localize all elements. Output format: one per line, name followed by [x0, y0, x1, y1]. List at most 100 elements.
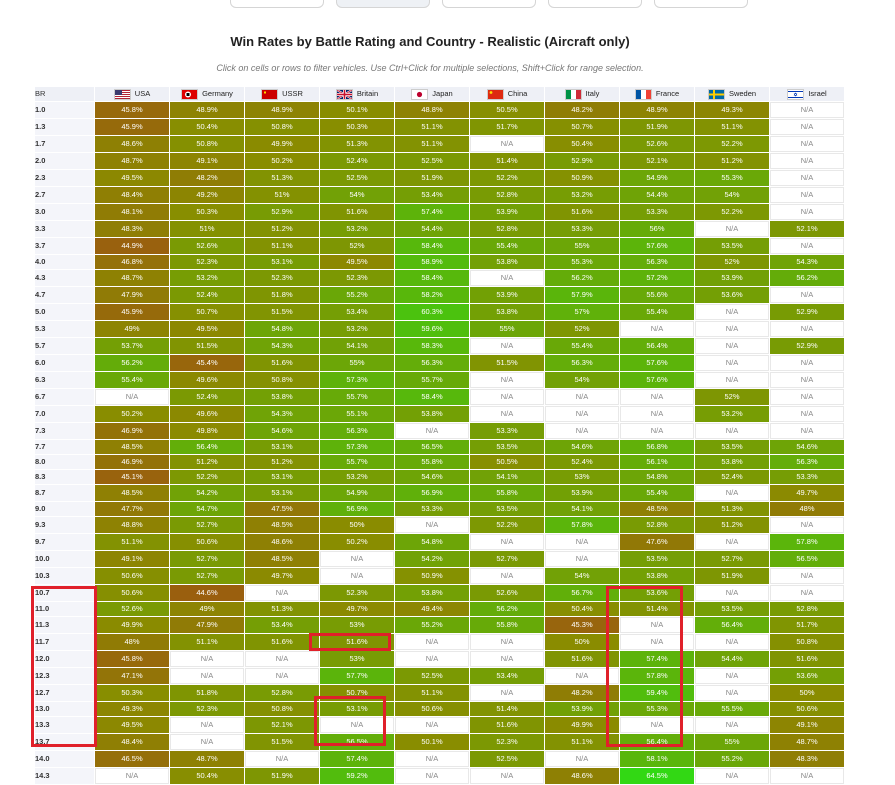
view-tab-4[interactable]: [548, 0, 642, 8]
win-rate-cell[interactable]: 48.5%: [95, 485, 169, 501]
win-rate-cell[interactable]: 52.9%: [545, 153, 619, 169]
win-rate-cell[interactable]: 50.8%: [245, 702, 319, 716]
table-row[interactable]: 14.3 N/A 50.4% 51.9% 59.2% N/A N/A 48.6% 64.5% N/…: [35, 768, 844, 784]
win-rate-cell[interactable]: 54%: [320, 187, 394, 203]
win-rate-cell[interactable]: 52.3%: [170, 702, 244, 716]
win-rate-cell[interactable]: 48.5%: [620, 502, 694, 516]
win-rate-cell[interactable]: 52.7%: [170, 517, 244, 533]
win-rate-cell[interactable]: 53.5%: [620, 551, 694, 567]
win-rate-cell[interactable]: 51.2%: [170, 455, 244, 469]
win-rate-cell[interactable]: 49.4%: [395, 602, 469, 616]
win-rate-cell[interactable]: 53.2%: [170, 270, 244, 286]
win-rate-cell[interactable]: 53.2%: [695, 406, 769, 422]
win-rate-cell[interactable]: 51.6%: [545, 651, 619, 667]
win-rate-cell[interactable]: 49.9%: [95, 617, 169, 633]
table-row[interactable]: 1.0 45.8% 48.9% 48.9% 50.1% 48.8% 50.5% 48.2% 48…: [35, 102, 844, 118]
win-rate-cell[interactable]: 57.4%: [320, 751, 394, 767]
table-row[interactable]: 6.0 56.2% 45.4% 51.6% 55% 56.3% 51.5% 56.3% 57.6…: [35, 355, 844, 371]
win-rate-cell[interactable]: 51.9%: [395, 170, 469, 186]
win-rate-cell[interactable]: 53.5%: [470, 440, 544, 454]
win-rate-cell[interactable]: 48.7%: [95, 270, 169, 286]
win-rate-cell[interactable]: 48.2%: [170, 170, 244, 186]
win-rate-cell[interactable]: 50.7%: [545, 119, 619, 135]
win-rate-cell[interactable]: 49.7%: [245, 568, 319, 584]
win-rate-cell[interactable]: N/A: [170, 651, 244, 667]
win-rate-cell[interactable]: 56.3%: [545, 355, 619, 371]
win-rate-cell[interactable]: N/A: [770, 204, 844, 220]
win-rate-cell[interactable]: 50.3%: [170, 204, 244, 220]
win-rate-cell[interactable]: 52.5%: [395, 668, 469, 684]
win-rate-cell[interactable]: 52.3%: [320, 585, 394, 601]
win-rate-cell[interactable]: N/A: [695, 717, 769, 733]
win-rate-cell[interactable]: 56.2%: [95, 355, 169, 371]
br-cell[interactable]: 1.7: [35, 136, 94, 152]
win-rate-cell[interactable]: 50.2%: [245, 153, 319, 169]
win-rate-cell[interactable]: 53.6%: [770, 668, 844, 684]
br-cell[interactable]: 2.7: [35, 187, 94, 203]
br-cell[interactable]: 5.3: [35, 321, 94, 337]
br-cell[interactable]: 7.0: [35, 406, 94, 422]
br-cell[interactable]: 9.3: [35, 517, 94, 533]
win-rate-cell[interactable]: 52.2%: [695, 136, 769, 152]
win-rate-cell[interactable]: 53.3%: [770, 470, 844, 484]
win-rate-cell[interactable]: 52%: [545, 321, 619, 337]
win-rate-cell[interactable]: N/A: [395, 651, 469, 667]
br-cell[interactable]: 12.7: [35, 685, 94, 701]
win-rate-cell[interactable]: 52.8%: [620, 517, 694, 533]
win-rate-cell[interactable]: 54.3%: [245, 338, 319, 354]
win-rate-cell[interactable]: 56.8%: [620, 440, 694, 454]
win-rate-cell[interactable]: 57.3%: [320, 372, 394, 388]
win-rate-cell[interactable]: 49.1%: [95, 551, 169, 567]
win-rate-cell[interactable]: 52.3%: [245, 270, 319, 286]
column-header-sweden[interactable]: Sweden: [695, 87, 769, 101]
win-rate-cell[interactable]: 47.9%: [170, 617, 244, 633]
view-tab-3[interactable]: [442, 0, 536, 8]
table-row[interactable]: 14.0 46.5% 48.7% N/A 57.4% N/A 52.5% N/A 58.1% 55…: [35, 751, 844, 767]
br-cell[interactable]: 9.0: [35, 502, 94, 516]
win-rate-cell[interactable]: 53.4%: [320, 304, 394, 320]
win-rate-cell[interactable]: 54.8%: [245, 321, 319, 337]
win-rate-cell[interactable]: 53%: [320, 651, 394, 667]
win-rate-cell[interactable]: 53.4%: [245, 617, 319, 633]
win-rate-cell[interactable]: 53.2%: [320, 221, 394, 237]
br-cell[interactable]: 2.0: [35, 153, 94, 169]
win-rate-cell[interactable]: 48.5%: [95, 440, 169, 454]
win-rate-cell[interactable]: 53.6%: [620, 585, 694, 601]
win-rate-cell[interactable]: 55.4%: [470, 238, 544, 254]
win-rate-cell[interactable]: 55.8%: [395, 455, 469, 469]
win-rate-cell[interactable]: N/A: [545, 751, 619, 767]
win-rate-cell[interactable]: 49.3%: [695, 102, 769, 118]
br-cell[interactable]: 7.7: [35, 440, 94, 454]
win-rate-cell[interactable]: N/A: [620, 617, 694, 633]
win-rate-cell[interactable]: 51.9%: [620, 119, 694, 135]
win-rate-cell[interactable]: N/A: [770, 187, 844, 203]
win-rate-cell[interactable]: 52.1%: [770, 221, 844, 237]
win-rate-cell[interactable]: 64.5%: [620, 768, 694, 784]
win-rate-cell[interactable]: 51.3%: [245, 170, 319, 186]
win-rate-cell[interactable]: N/A: [545, 668, 619, 684]
win-rate-cell[interactable]: 57.4%: [620, 651, 694, 667]
win-rate-cell[interactable]: N/A: [695, 423, 769, 439]
win-rate-cell[interactable]: 52.2%: [695, 204, 769, 220]
win-rate-cell[interactable]: 58.3%: [395, 338, 469, 354]
br-cell[interactable]: 14.0: [35, 751, 94, 767]
br-column-header[interactable]: BR: [35, 87, 94, 101]
win-rate-cell[interactable]: 56%: [620, 221, 694, 237]
win-rate-cell[interactable]: 50.7%: [170, 304, 244, 320]
br-cell[interactable]: 14.3: [35, 768, 94, 784]
win-rate-cell[interactable]: 49.5%: [170, 321, 244, 337]
win-rate-cell[interactable]: 48.6%: [95, 136, 169, 152]
win-rate-cell[interactable]: 52%: [320, 238, 394, 254]
win-rate-cell[interactable]: 56.5%: [770, 551, 844, 567]
win-rate-cell[interactable]: 55.4%: [620, 485, 694, 501]
win-rate-cell[interactable]: 55.2%: [695, 751, 769, 767]
win-rate-cell[interactable]: 50.6%: [170, 534, 244, 550]
win-rate-cell[interactable]: 49%: [170, 602, 244, 616]
table-row[interactable]: 3.0 48.1% 50.3% 52.9% 51.6% 57.4% 53.9% 51.6% 53…: [35, 204, 844, 220]
win-rate-cell[interactable]: 56.4%: [170, 440, 244, 454]
win-rate-cell[interactable]: 51.9%: [245, 768, 319, 784]
br-cell[interactable]: 6.7: [35, 389, 94, 405]
win-rate-cell[interactable]: 50.5%: [470, 455, 544, 469]
win-rate-cell[interactable]: N/A: [320, 717, 394, 733]
win-rate-cell[interactable]: N/A: [395, 751, 469, 767]
